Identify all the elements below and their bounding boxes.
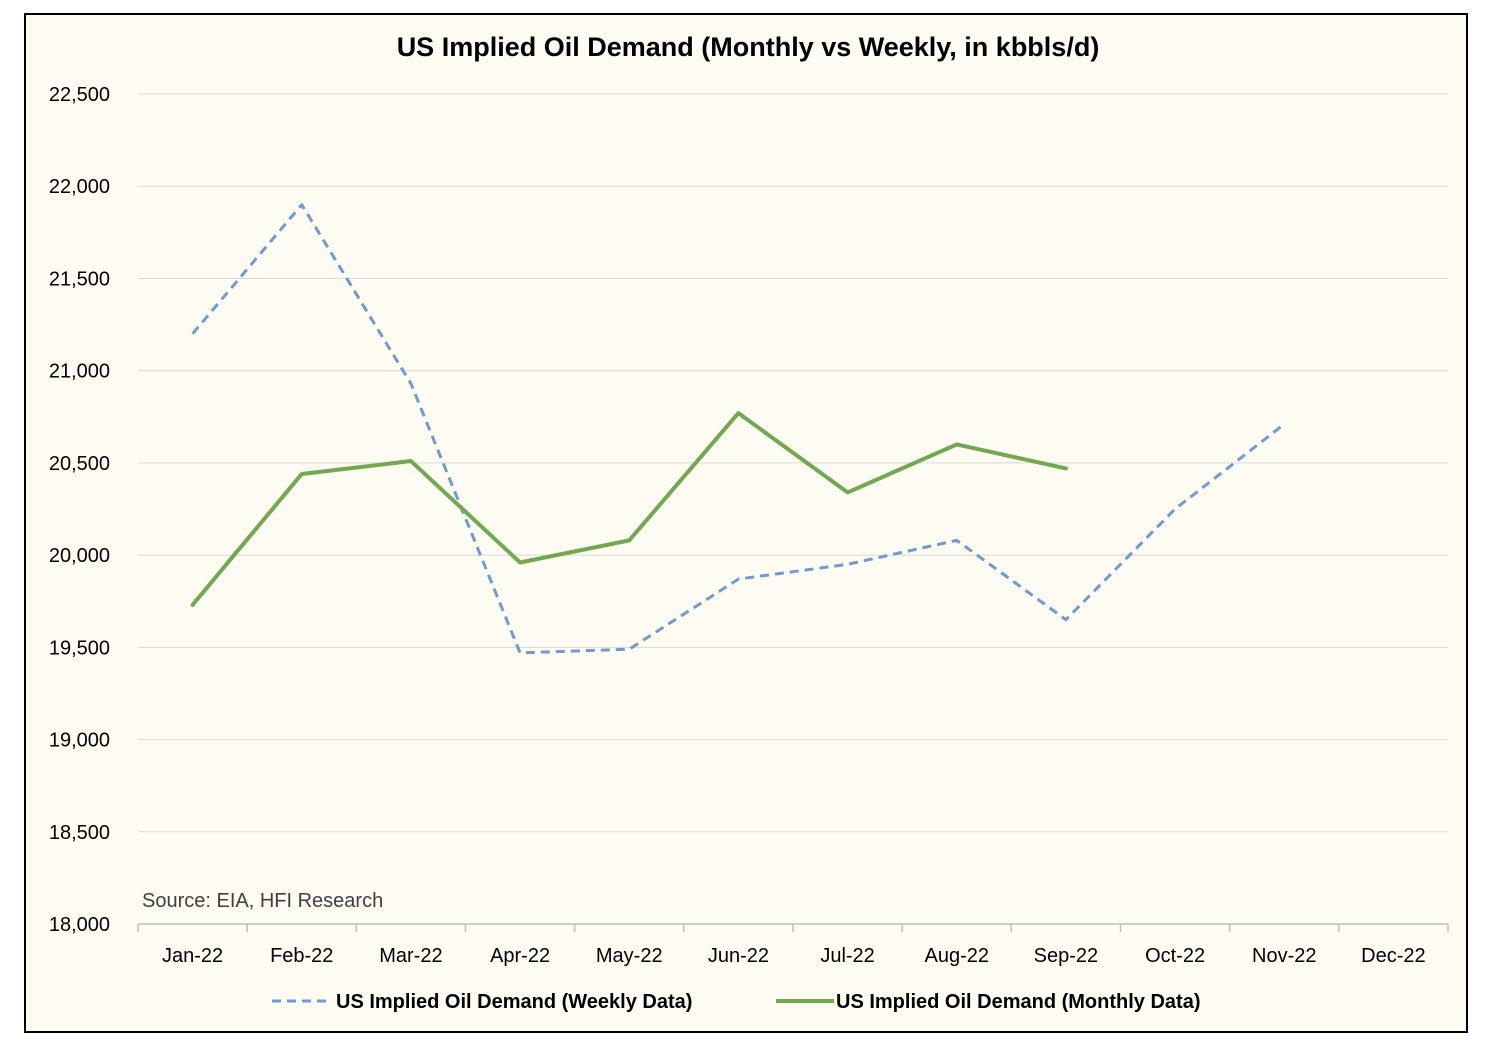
x-axis — [137, 923, 1449, 932]
x-tick-label: Dec-22 — [1361, 945, 1425, 967]
y-tick-label: 19,000 — [49, 730, 110, 752]
x-tick-label: Nov-22 — [1252, 945, 1316, 967]
legend: US Implied Oil Demand (Weekly Data) US Im… — [272, 991, 1200, 1013]
x-tick-label: Mar-22 — [379, 945, 442, 967]
monthly-series-line — [190, 411, 1068, 607]
x-tick-label: Apr-22 — [490, 945, 550, 967]
chart-frame — [24, 13, 1468, 1033]
y-tick-label: 18,500 — [49, 822, 110, 844]
y-tick-label: 21,500 — [49, 268, 110, 290]
x-tick-label: May-22 — [596, 945, 663, 967]
x-tick-label: Aug-22 — [925, 945, 990, 967]
chart-title: US Implied Oil Demand (Monthly vs Weekly… — [397, 32, 1100, 62]
x-tick-label: Jan-22 — [162, 945, 223, 967]
legend-label: US Implied Oil Demand (Monthly Data) — [836, 991, 1200, 1013]
y-tick-label: 22,000 — [49, 176, 110, 198]
series-lines — [190, 203, 1286, 655]
gridlines — [138, 93, 1448, 833]
x-tick-label: Feb-22 — [270, 945, 333, 967]
y-tick-label: 21,000 — [49, 361, 110, 383]
x-axis-tick-labels: Jan-22 Feb-22 Mar-22 Apr-22 May-22 Jun-22 Jul-… — [162, 945, 1426, 967]
y-tick-label: 18,000 — [49, 914, 110, 936]
x-tick-label: Jul-22 — [820, 945, 874, 967]
y-tick-label: 20,000 — [49, 545, 110, 567]
y-axis-tick-labels: 18,000 18,500 19,000 19,500 20,000 20,500 21,0… — [49, 84, 110, 936]
y-tick-label: 22,500 — [49, 84, 110, 106]
source-annotation: Source: EIA, HFI Research — [142, 890, 383, 912]
x-tick-label: Oct-22 — [1145, 945, 1205, 967]
weekly-series-line — [191, 203, 1286, 655]
x-tick-label: Sep-22 — [1034, 945, 1099, 967]
y-tick-label: 20,500 — [49, 453, 110, 475]
x-tick-label: Jun-22 — [708, 945, 769, 967]
legend-label: US Implied Oil Demand (Weekly Data) — [336, 991, 692, 1013]
y-tick-label: 19,500 — [49, 637, 110, 659]
